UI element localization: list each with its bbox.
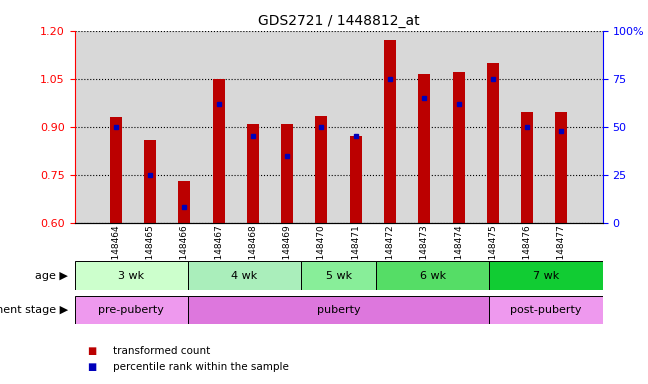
Bar: [544, 31, 579, 223]
Bar: [270, 31, 305, 223]
Text: pre-puberty: pre-puberty: [98, 305, 164, 315]
Bar: [555, 112, 568, 223]
Bar: [489, 296, 603, 324]
Bar: [452, 72, 465, 223]
Text: 7 wk: 7 wk: [533, 270, 559, 281]
Bar: [75, 296, 188, 324]
Bar: [316, 116, 327, 223]
Bar: [376, 261, 489, 290]
Text: age ▶: age ▶: [35, 270, 68, 281]
Bar: [144, 139, 156, 223]
Bar: [213, 79, 225, 223]
Text: percentile rank within the sample: percentile rank within the sample: [113, 362, 289, 372]
Text: 4 wk: 4 wk: [231, 270, 257, 281]
Bar: [487, 63, 499, 223]
Bar: [384, 40, 396, 223]
Bar: [301, 261, 376, 290]
Bar: [236, 31, 270, 223]
Text: development stage ▶: development stage ▶: [0, 305, 68, 315]
Bar: [338, 31, 373, 223]
Bar: [188, 296, 489, 324]
Bar: [247, 124, 259, 223]
Bar: [202, 31, 236, 223]
Bar: [350, 136, 362, 223]
Bar: [178, 181, 191, 223]
Bar: [407, 31, 441, 223]
Bar: [167, 31, 202, 223]
Bar: [476, 31, 510, 223]
Bar: [305, 31, 338, 223]
Text: transformed count: transformed count: [113, 346, 211, 356]
Bar: [110, 117, 122, 223]
Text: 5 wk: 5 wk: [325, 270, 352, 281]
Bar: [510, 31, 544, 223]
Bar: [133, 31, 167, 223]
Text: puberty: puberty: [317, 305, 360, 315]
Text: 6 wk: 6 wk: [420, 270, 446, 281]
Text: 3 wk: 3 wk: [118, 270, 144, 281]
Text: ■: ■: [87, 346, 97, 356]
Title: GDS2721 / 1448812_at: GDS2721 / 1448812_at: [258, 14, 419, 28]
Bar: [373, 31, 407, 223]
Text: ■: ■: [87, 362, 97, 372]
Bar: [98, 31, 133, 223]
Bar: [188, 261, 301, 290]
Bar: [521, 112, 533, 223]
Bar: [489, 261, 603, 290]
Bar: [441, 31, 476, 223]
Bar: [419, 74, 430, 223]
Bar: [75, 261, 188, 290]
Bar: [281, 124, 293, 223]
Text: post-puberty: post-puberty: [511, 305, 582, 315]
